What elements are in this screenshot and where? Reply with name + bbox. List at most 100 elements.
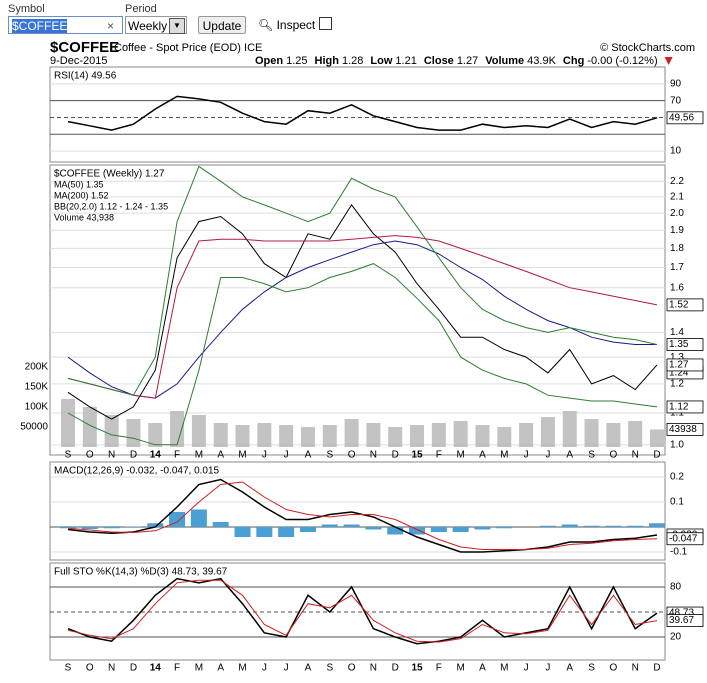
volume-bar xyxy=(366,423,381,447)
quote-label: Close xyxy=(424,55,454,67)
series-line xyxy=(67,165,658,396)
volume-bar xyxy=(61,399,75,447)
x-tick-label: J xyxy=(545,450,550,461)
x-tick-label: M xyxy=(238,663,246,674)
histogram-bar xyxy=(605,525,622,527)
x-tick-label: N xyxy=(632,450,639,461)
series-marker: 1.35 xyxy=(669,339,689,350)
histogram-bar xyxy=(147,523,164,527)
value-marker-box xyxy=(666,532,704,546)
panel-frame xyxy=(49,66,666,163)
x-tick-label: J xyxy=(524,663,529,674)
x-tick-label: O xyxy=(609,663,617,674)
volume-bar xyxy=(344,419,359,447)
x-tick-label: A xyxy=(566,663,573,674)
x-tick-label: N xyxy=(370,663,377,674)
date: 9-Dec-2015 xyxy=(50,55,107,67)
legend-entry: RSI(14) 49.56 xyxy=(54,71,117,82)
histogram-bar xyxy=(430,527,447,532)
x-tick-label: M xyxy=(195,450,203,461)
value-marker-box xyxy=(666,338,704,351)
histogram-bar xyxy=(561,524,578,527)
y-tick-label: 0.2 xyxy=(670,472,684,483)
y-tick-label: -0.1 xyxy=(670,547,688,558)
y-tick-label: 0.1 xyxy=(670,497,684,508)
x-tick-label: D xyxy=(130,663,137,674)
series-marker: 1.52 xyxy=(669,300,689,311)
y-tick-label: 2.0 xyxy=(670,208,684,219)
inspect-toggle[interactable]: 🔍︎ Inspect xyxy=(258,17,332,32)
symbol-input[interactable]: $COFFEE × xyxy=(8,16,123,34)
x-tick-label: F xyxy=(436,450,442,461)
inspect-label: Inspect xyxy=(276,18,316,32)
volume-bar xyxy=(519,423,534,447)
quote-value: -0.00 (-0.12%) xyxy=(587,55,657,67)
x-tick-label: D xyxy=(653,450,660,461)
clear-icon[interactable]: × xyxy=(106,19,114,33)
histogram-bar xyxy=(539,525,556,527)
x-tick-label: F xyxy=(174,663,180,674)
value-marker-box xyxy=(666,298,704,312)
x-tick-label: J xyxy=(262,450,267,461)
series-line xyxy=(67,579,658,643)
dropdown-arrow: ▼ xyxy=(169,18,185,34)
quote-value: 43.9K xyxy=(527,55,556,67)
histogram-bar xyxy=(627,525,644,527)
volume-bar xyxy=(257,423,272,447)
x-tick-label: S xyxy=(588,663,595,674)
series-line xyxy=(67,235,658,399)
period-select[interactable]: Weekly ▼ xyxy=(125,16,187,34)
x-tick-label: O xyxy=(348,450,356,461)
quote-value: 1.21 xyxy=(395,55,416,67)
x-tick-label: A xyxy=(217,663,224,674)
volume-bar xyxy=(497,427,512,447)
histogram-bar xyxy=(365,527,382,530)
legend-entry: MACD(12,26,9) -0.032, -0.047, 0.015 xyxy=(54,466,220,477)
x-tick-label: S xyxy=(65,450,72,461)
x-tick-label: M xyxy=(456,663,464,674)
x-tick-label: S xyxy=(326,450,333,461)
histogram-bar xyxy=(256,527,273,537)
volume-bar xyxy=(606,423,621,447)
y-tick-label: 1.7 xyxy=(670,262,684,273)
x-tick-label: S xyxy=(326,663,333,674)
series-line xyxy=(67,263,658,446)
bb-middle-marker: 1.24 xyxy=(669,368,689,379)
histogram-bar xyxy=(649,523,665,527)
quote-value: 1.27 xyxy=(457,55,478,67)
y-tick-label: 1.6 xyxy=(670,282,684,293)
y-tick-label: 2.2 xyxy=(670,176,684,187)
volume-tick-label: 150K xyxy=(25,382,49,393)
histogram-bar xyxy=(387,527,404,535)
y-tick-label: 1.8 xyxy=(670,243,684,254)
y-tick-label: 70 xyxy=(670,95,682,106)
x-tick-label: M xyxy=(456,450,464,461)
inspect-checkbox[interactable] xyxy=(318,17,332,30)
x-tick-label: N xyxy=(632,663,639,674)
histogram-bar xyxy=(452,527,469,532)
volume-bar xyxy=(475,425,490,447)
series-line xyxy=(67,240,657,399)
series-marker: 1.12 xyxy=(669,402,689,413)
histogram-bar xyxy=(60,527,76,529)
period-value: Weekly xyxy=(128,19,168,33)
series-marker: 39.67 xyxy=(669,615,694,626)
x-tick-label: D xyxy=(653,663,660,674)
y-tick-label: 90 xyxy=(670,78,682,89)
legend-entry: MA(50) 1.35 xyxy=(54,179,104,189)
x-tick-label: 14 xyxy=(150,450,162,461)
x-tick-label: 15 xyxy=(411,450,423,461)
volume-bar xyxy=(300,427,315,447)
update-button[interactable]: Update xyxy=(198,16,246,34)
quote-label: Open xyxy=(255,55,283,67)
x-tick-label: A xyxy=(479,663,486,674)
quote-value: 1.28 xyxy=(342,55,363,67)
legend-entry: MA(200) 1.52 xyxy=(54,190,109,200)
x-tick-label: D xyxy=(130,450,137,461)
volume-bar xyxy=(104,415,119,447)
histogram-bar xyxy=(343,524,360,527)
symbol-title: $COFFEE xyxy=(50,39,119,56)
series-marker: 1.27 xyxy=(669,360,689,371)
y-tick-label: 1.2 xyxy=(670,379,684,390)
